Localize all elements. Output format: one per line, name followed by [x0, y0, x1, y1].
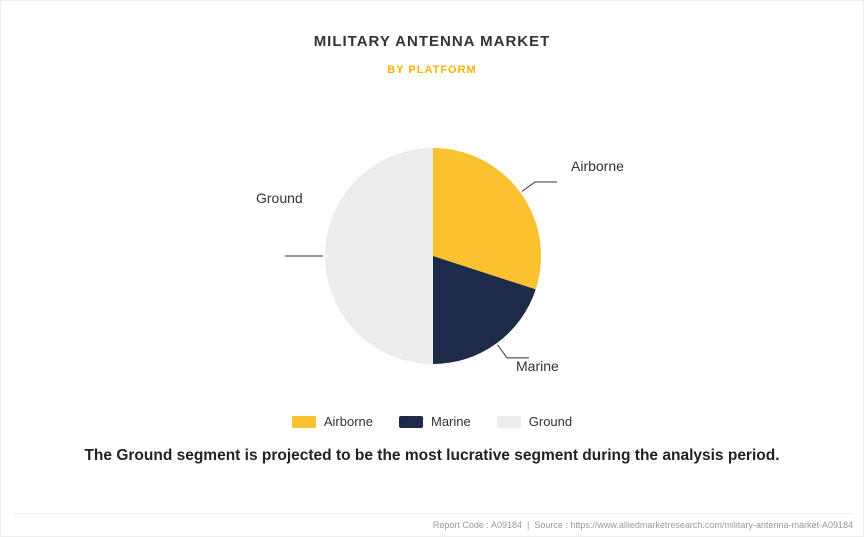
footer: Report Code : A09184 | Source : https://…	[13, 513, 853, 530]
footer-source-url: https://www.alliedmarketresearch.com/mil…	[570, 520, 853, 530]
slice-label-marine: Marine	[516, 358, 559, 374]
callout-airborne	[522, 182, 557, 191]
legend: Airborne Marine Ground	[1, 414, 863, 429]
legend-item-airborne: Airborne	[292, 414, 373, 429]
chart-subtitle: BY PLATFORM	[1, 64, 863, 76]
swatch-ground	[497, 416, 521, 428]
footer-report-code: A09184	[491, 520, 522, 530]
swatch-marine	[399, 416, 423, 428]
footer-report-label: Report Code :	[433, 520, 489, 530]
chart-caption: The Ground segment is projected to be th…	[1, 447, 863, 465]
slice-label-ground: Ground	[256, 190, 303, 206]
pie-chart	[1, 106, 864, 406]
legend-label-airborne: Airborne	[324, 414, 373, 429]
legend-item-marine: Marine	[399, 414, 471, 429]
slice-label-airborne: Airborne	[571, 158, 624, 174]
pie-slice-ground	[325, 148, 433, 364]
swatch-airborne	[292, 416, 316, 428]
pie-chart-container: Airborne Marine Ground	[1, 106, 864, 406]
footer-source-label: Source :	[534, 520, 568, 530]
legend-item-ground: Ground	[497, 414, 572, 429]
callout-marine	[498, 345, 529, 358]
chart-title: MILITARY ANTENNA MARKET	[1, 1, 863, 50]
legend-label-marine: Marine	[431, 414, 471, 429]
legend-label-ground: Ground	[529, 414, 572, 429]
